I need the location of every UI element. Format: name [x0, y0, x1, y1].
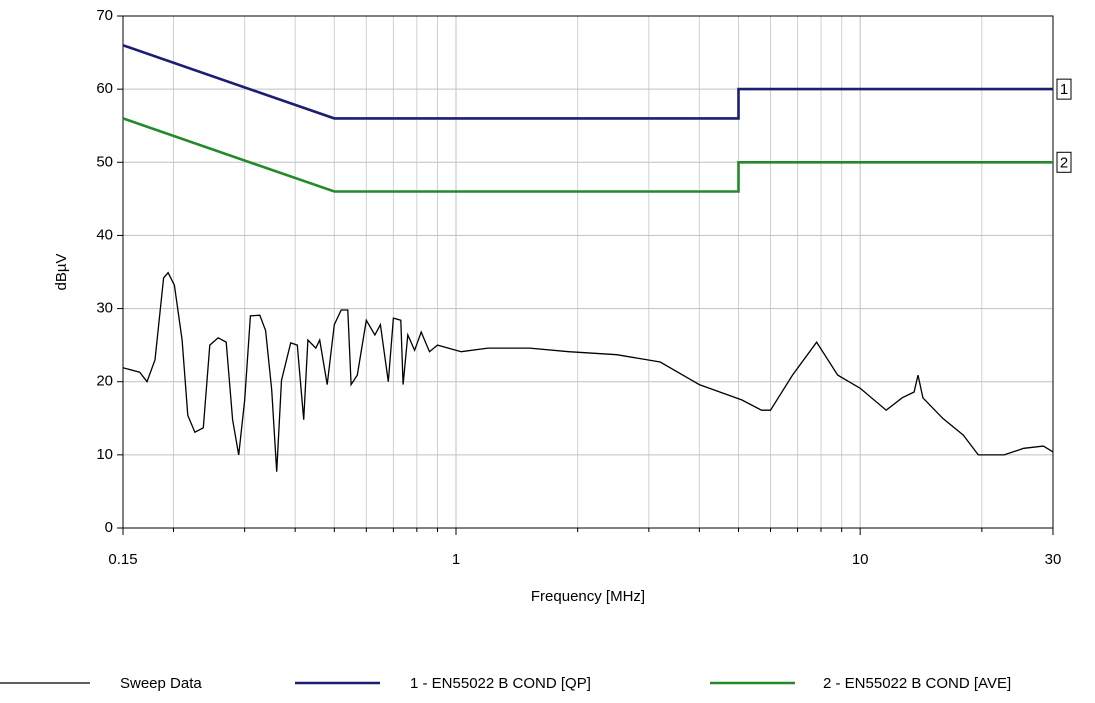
y-tick-label: 40 — [96, 226, 113, 243]
x-tick-label: 30 — [1045, 551, 1062, 568]
end-label: 2 — [1060, 154, 1068, 171]
legend-label: Sweep Data — [120, 675, 202, 692]
y-tick-label: 70 — [96, 7, 113, 24]
x-axis-label: Frequency [MHz] — [531, 588, 645, 605]
legend-label: 2 - EN55022 B COND [AVE] — [823, 675, 1011, 692]
legend-label: 1 - EN55022 B COND [QP] — [410, 675, 591, 692]
y-tick-label: 50 — [96, 153, 113, 170]
end-label-box — [1056, 151, 1072, 173]
x-tick-label: 10 — [852, 551, 869, 568]
y-tick-label: 10 — [96, 446, 113, 463]
y-tick-label: 20 — [96, 373, 113, 390]
y-tick-label: 30 — [96, 300, 113, 317]
end-label: 1 — [1060, 81, 1068, 98]
x-tick-label: 1 — [452, 551, 460, 568]
x-tick-label: 0.15 — [108, 551, 137, 568]
plot-frame — [122, 15, 1054, 529]
y-tick-label: 60 — [96, 80, 113, 97]
y-axis-label: dBµV — [53, 254, 70, 291]
series-line — [122, 271, 1054, 472]
series-line — [122, 117, 1053, 193]
end-label-box — [1056, 78, 1072, 100]
y-tick-label: 0 — [105, 519, 113, 536]
series-line — [122, 44, 1053, 120]
